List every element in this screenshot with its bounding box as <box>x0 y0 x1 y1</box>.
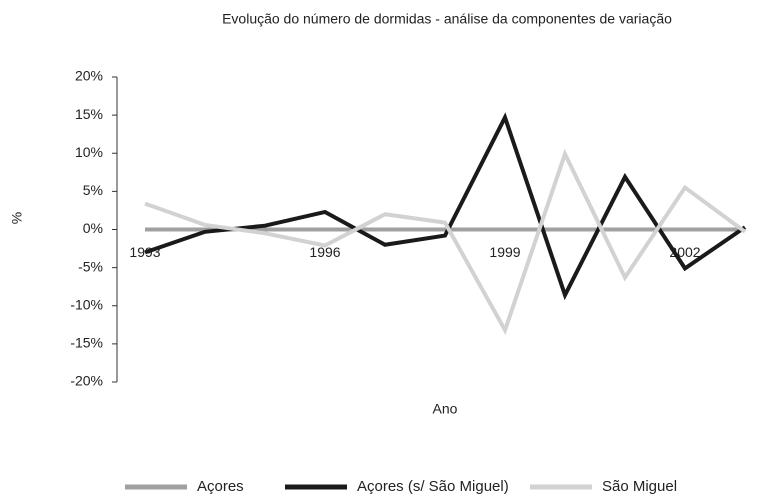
x-tick-label: 1996 <box>309 244 340 260</box>
y-axis-label: % <box>9 212 25 224</box>
y-tick-label: 20% <box>75 68 103 84</box>
y-tick-label: 0% <box>83 220 103 236</box>
x-axis-label: Ano <box>433 401 458 417</box>
series-line <box>144 148 747 336</box>
legend-label: Açores (s/ São Miguel) <box>357 478 509 495</box>
y-tick-label: 5% <box>83 182 103 198</box>
y-tick-label: 15% <box>75 106 103 122</box>
y-tick-label: 10% <box>75 144 103 160</box>
series-line <box>144 112 747 301</box>
chart-title: Evolução do número de dormidas - análise… <box>222 11 672 27</box>
y-tick-label: -5% <box>78 258 103 274</box>
legend-label: Açores <box>197 478 244 495</box>
legend-label: São Miguel <box>602 478 677 495</box>
y-tick-label: -10% <box>70 296 103 312</box>
y-tick-label: -15% <box>70 335 103 351</box>
x-tick-label: 1999 <box>489 244 520 260</box>
y-tick-label: -20% <box>70 373 103 389</box>
